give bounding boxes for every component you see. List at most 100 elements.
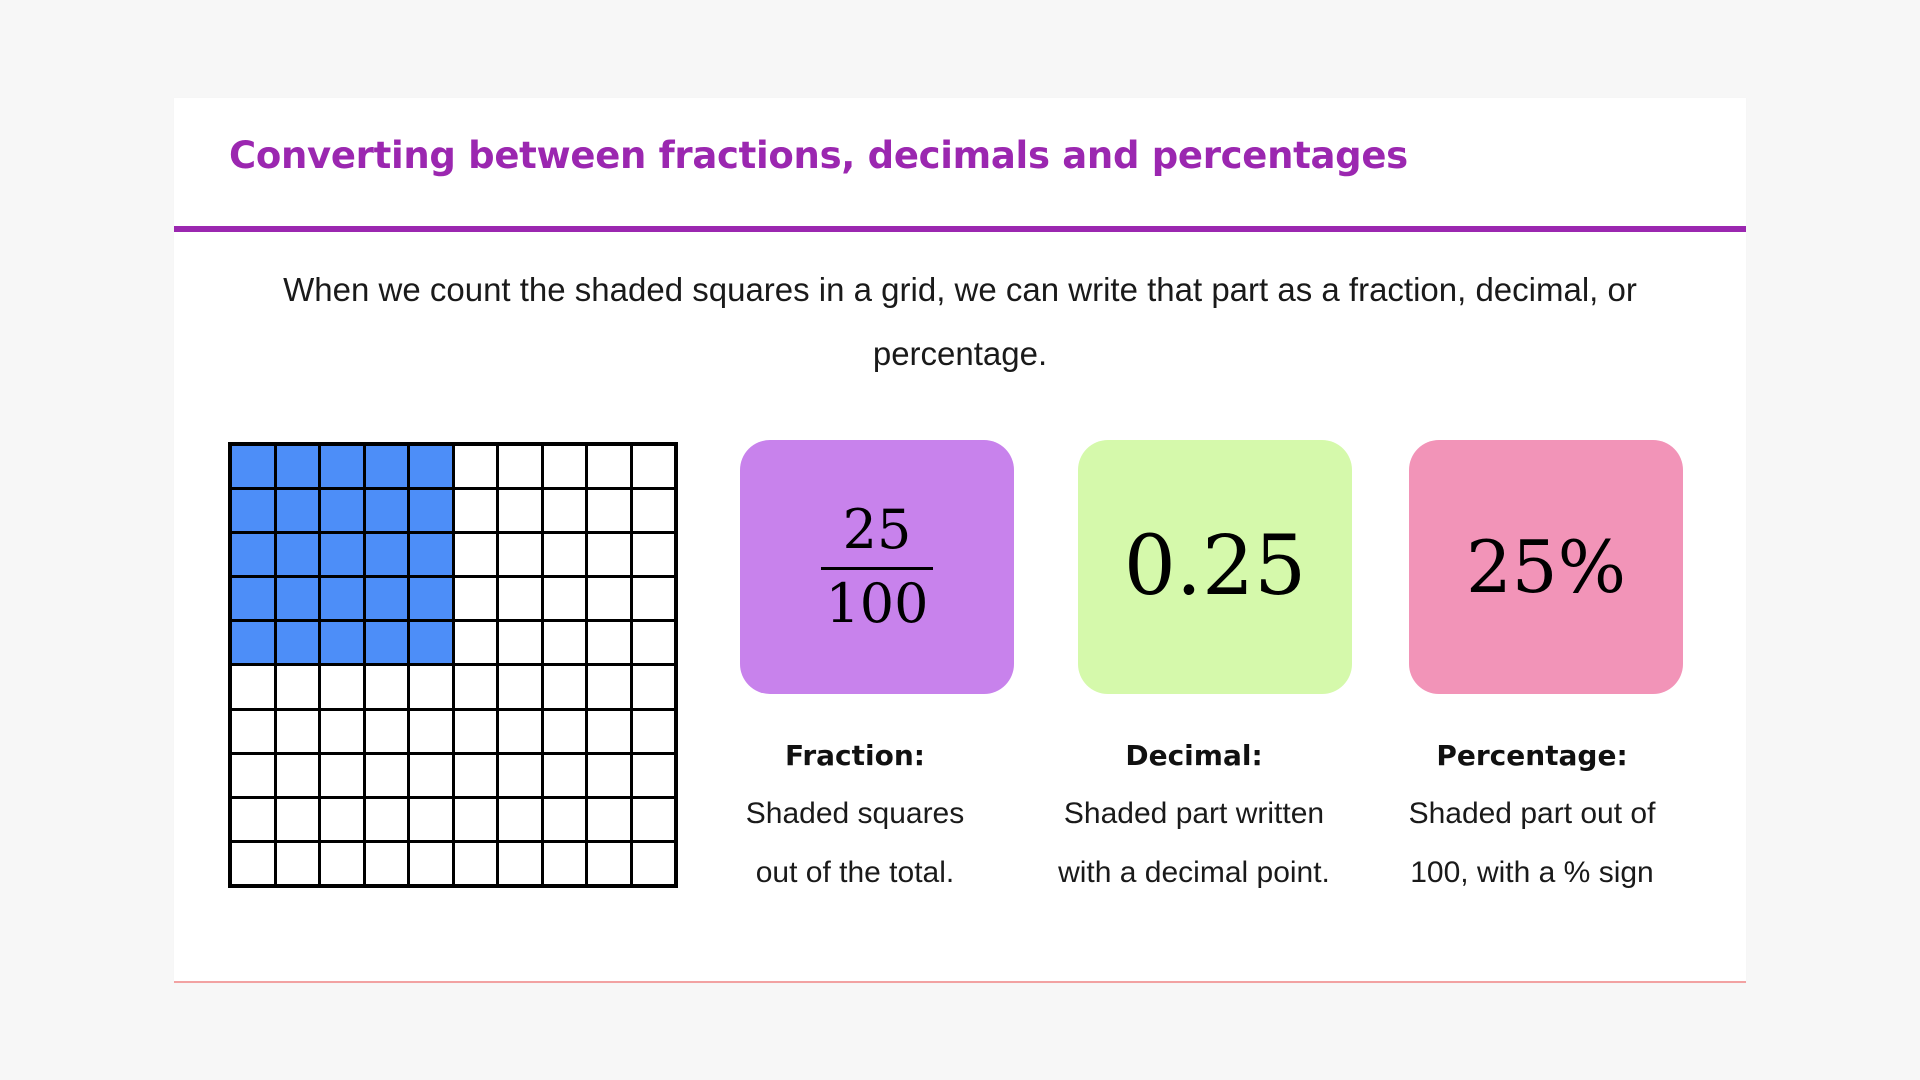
grid-square [543, 578, 585, 620]
intro-text: When we count the shaded squares in a gr… [283, 271, 1637, 372]
decimal-box: 0.25 [1078, 440, 1352, 694]
grid-square [499, 666, 541, 708]
grid-square-shaded [410, 578, 452, 620]
grid-square [588, 754, 630, 796]
decimal-label-line-1: Shaded part written [1063, 797, 1325, 830]
grid-square [232, 754, 274, 796]
grid-square [365, 842, 407, 884]
grid-square [454, 534, 496, 576]
grid-square [321, 666, 363, 708]
grid-square [499, 754, 541, 796]
grid-square-shaded [276, 622, 318, 664]
grid-square [632, 754, 674, 796]
grid-square [499, 622, 541, 664]
decimal-value: 0.25 [1123, 519, 1307, 614]
grid-square [454, 446, 496, 488]
grid-square [499, 578, 541, 620]
grid-square [499, 490, 541, 532]
fraction-label-line-1: Shaded squares [745, 797, 965, 830]
grid-square [276, 666, 318, 708]
grid-square-shaded [410, 622, 452, 664]
grid-square [232, 842, 274, 884]
grid-square-shaded [321, 622, 363, 664]
grid-square [499, 534, 541, 576]
grid-square [454, 754, 496, 796]
grid-square [454, 490, 496, 532]
grid-square [365, 710, 407, 752]
grid-square-shaded [365, 578, 407, 620]
grid-square-shaded [232, 446, 274, 488]
grid-square [276, 754, 318, 796]
grid-square [454, 842, 496, 884]
grid-square [276, 710, 318, 752]
hundred-grid [228, 442, 678, 888]
grid-square [454, 798, 496, 840]
fraction-numerator: 25 [842, 497, 912, 561]
grid-square [543, 710, 585, 752]
grid-square-shaded [365, 622, 407, 664]
percentage-value: 25% [1465, 525, 1627, 609]
grid-square-shaded [365, 534, 407, 576]
grid-square-shaded [321, 534, 363, 576]
fraction-label-title: Fraction: [785, 739, 925, 772]
grid-square [632, 710, 674, 752]
grid-square [321, 710, 363, 752]
grid-square [499, 710, 541, 752]
grid-square-shaded [365, 446, 407, 488]
grid-square [588, 534, 630, 576]
grid-square [543, 798, 585, 840]
grid-square [543, 666, 585, 708]
grid-square-shaded [410, 534, 452, 576]
grid-square-shaded [321, 578, 363, 620]
grid-square [543, 622, 585, 664]
grid-square [276, 798, 318, 840]
grid-square [499, 798, 541, 840]
grid-square-shaded [232, 534, 274, 576]
fraction-bar [821, 566, 933, 570]
grid-square [632, 798, 674, 840]
decimal-label-line-2: with a decimal point. [1058, 856, 1330, 889]
grid-square [588, 578, 630, 620]
grid-square [410, 710, 452, 752]
grid-square [232, 666, 274, 708]
percentage-label-line-2: 100, with a % sign [1410, 856, 1654, 889]
grid-square [454, 710, 496, 752]
fraction-denominator: 100 [825, 571, 929, 635]
decimal-label: Decimal: Shaded part written with a deci… [1029, 738, 1359, 902]
grid-square [632, 446, 674, 488]
grid-square [632, 578, 674, 620]
grid-square-shaded [410, 490, 452, 532]
slide-card: Converting between fractions, decimals a… [174, 98, 1746, 983]
percentage-box: 25% [1409, 440, 1683, 694]
grid-square-shaded [276, 578, 318, 620]
grid-square [588, 490, 630, 532]
grid-square [632, 534, 674, 576]
grid-square-shaded [321, 446, 363, 488]
grid-square [588, 710, 630, 752]
grid-square [543, 534, 585, 576]
grid-square [588, 798, 630, 840]
grid-square [543, 842, 585, 884]
fraction-value: 25 100 [821, 497, 933, 635]
grid-square-shaded [276, 446, 318, 488]
grid-square [365, 754, 407, 796]
fraction-box: 25 100 [740, 440, 1014, 694]
grid-square [410, 798, 452, 840]
grid-square [588, 666, 630, 708]
grid-square [632, 490, 674, 532]
grid-square [365, 666, 407, 708]
grid-square [232, 798, 274, 840]
grid-square [410, 754, 452, 796]
grid-square [321, 798, 363, 840]
grid-square-shaded [410, 446, 452, 488]
fraction-label-line-2: out of the total. [755, 856, 955, 889]
grid-square-shaded [365, 490, 407, 532]
grid-square [321, 842, 363, 884]
grid-square [232, 710, 274, 752]
grid-square [543, 446, 585, 488]
grid-square-shaded [276, 534, 318, 576]
decimal-label-title: Decimal: [1125, 739, 1263, 772]
grid-square [365, 798, 407, 840]
grid-square [410, 666, 452, 708]
grid-square-shaded [232, 490, 274, 532]
